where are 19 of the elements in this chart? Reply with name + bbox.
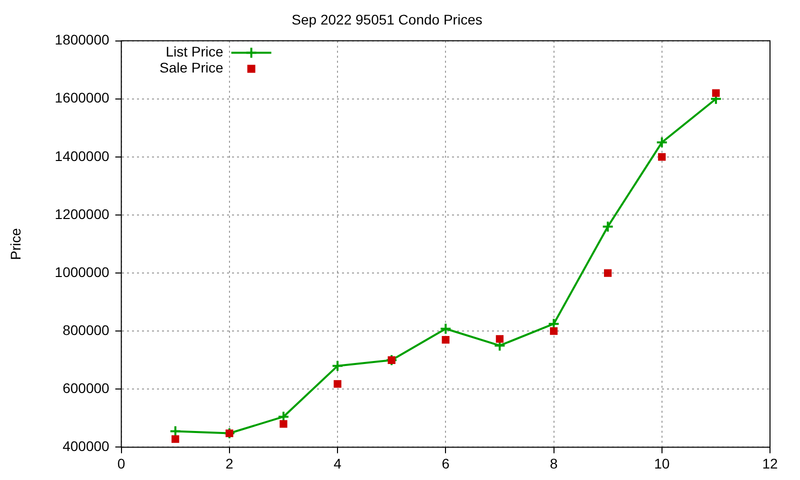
y-tick-label: 1400000	[54, 148, 110, 164]
x-tick-label: 0	[117, 455, 126, 472]
legend-label: List Price	[166, 44, 224, 60]
y-tick-label: 1000000	[54, 264, 110, 280]
y-axis-title: Price	[7, 228, 24, 260]
y-tick-label: 1200000	[54, 206, 110, 222]
x-tick-label: 8	[550, 455, 558, 472]
chart-title: Sep 2022 95051 Condo Prices	[292, 11, 482, 28]
y-tick-label: 400000	[62, 438, 110, 454]
y-tick-label: 600000	[62, 380, 110, 396]
x-tick-label: 4	[334, 455, 342, 472]
x-tick-label: 6	[442, 455, 450, 472]
y-tick-label: 1800000	[54, 32, 110, 48]
y-tick-label: 1600000	[54, 90, 110, 106]
legend-label: Sale Price	[159, 60, 224, 76]
x-tick-label: 2	[226, 455, 234, 472]
y-tick-label: 800000	[62, 322, 110, 338]
x-tick-label: 10	[654, 455, 670, 472]
x-tick-label: 12	[762, 455, 778, 472]
